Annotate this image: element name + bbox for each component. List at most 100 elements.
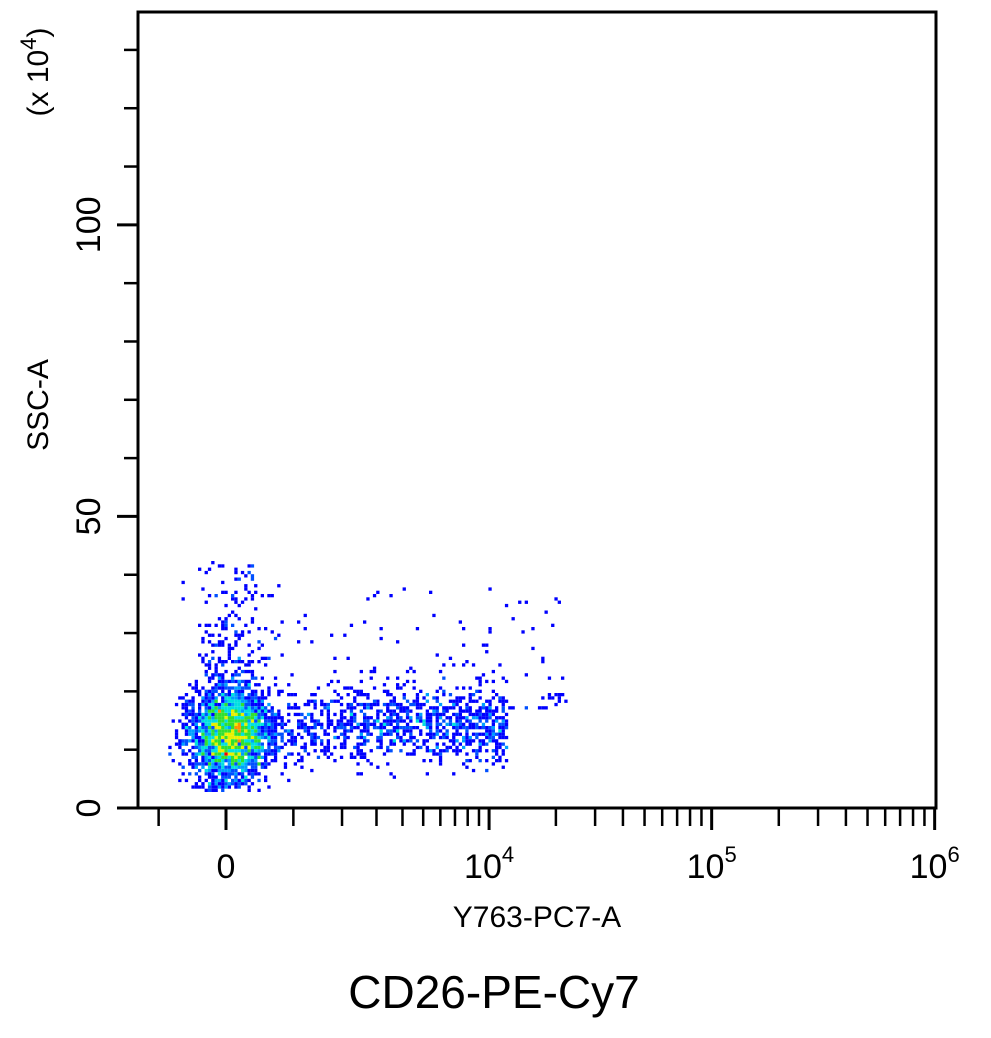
density-cell — [524, 706, 528, 710]
density-cell — [211, 706, 215, 710]
density-cell — [336, 719, 340, 723]
density-cell — [498, 755, 502, 759]
density-cell — [260, 735, 264, 740]
density-cell — [303, 702, 307, 707]
density-cell — [280, 722, 284, 726]
density-cell — [264, 716, 268, 720]
density-cell — [227, 762, 231, 766]
density-cell — [429, 749, 433, 753]
density-cell — [240, 778, 245, 783]
density-cell — [339, 745, 344, 750]
density-cell — [293, 706, 297, 710]
density-cell — [554, 702, 558, 707]
density-cell — [194, 712, 198, 717]
density-cell — [214, 729, 218, 733]
density-cell — [207, 729, 212, 733]
density-cell — [455, 749, 459, 753]
density-cell — [260, 709, 264, 713]
density-cell — [204, 762, 208, 766]
density-cell — [201, 702, 205, 707]
density-cell — [214, 712, 218, 717]
density-cell — [376, 719, 380, 723]
density-cell — [224, 623, 228, 627]
density-cell — [221, 709, 225, 713]
density-cell — [442, 706, 446, 710]
density-cell — [415, 693, 420, 697]
density-cell — [504, 722, 509, 726]
density-cell — [224, 729, 228, 733]
density-cell — [217, 679, 222, 684]
density-cell — [270, 742, 274, 746]
density-cell — [244, 762, 248, 766]
density-cell — [247, 679, 251, 684]
density-cell — [475, 712, 479, 717]
density-cell — [247, 745, 251, 750]
density-cell — [207, 785, 212, 789]
density-cell — [468, 696, 472, 700]
density-cell — [277, 745, 281, 750]
density-cell — [194, 742, 198, 746]
density-cell — [214, 673, 218, 677]
density-cell — [264, 755, 268, 759]
density-cell — [237, 778, 241, 783]
density-cell — [257, 646, 261, 651]
density-cell — [313, 722, 317, 726]
density-cell — [359, 755, 363, 759]
density-cell — [234, 745, 238, 750]
density-cell — [273, 676, 278, 680]
density-cell — [471, 663, 476, 667]
density-cell — [369, 749, 373, 753]
density-cell — [227, 729, 231, 733]
density-cell — [217, 739, 222, 743]
density-cell — [204, 709, 208, 713]
density-cell — [234, 729, 238, 733]
density-cell — [191, 739, 195, 743]
x-tick-label: 104 — [464, 842, 514, 886]
density-cell — [376, 745, 380, 750]
density-cell — [359, 732, 363, 736]
density-cell — [376, 590, 380, 594]
density-cell — [244, 726, 248, 730]
density-cell — [349, 719, 354, 723]
density-cell — [267, 739, 271, 743]
density-cell — [561, 693, 565, 697]
density-cell — [244, 768, 248, 773]
density-cell — [491, 735, 495, 740]
density-cell — [402, 696, 406, 700]
density-cell — [313, 693, 317, 697]
density-cell — [462, 627, 466, 631]
density-cell — [194, 739, 198, 743]
density-cell — [306, 712, 311, 717]
density-cell — [264, 749, 268, 753]
density-cell — [204, 749, 208, 753]
density-cell — [468, 699, 472, 703]
density-cell — [211, 719, 215, 723]
density-cell — [339, 742, 344, 746]
density-cell — [267, 722, 271, 726]
density-cell — [234, 742, 238, 746]
density-cell — [458, 726, 462, 730]
density-cell — [541, 696, 545, 700]
density-cell — [475, 689, 479, 693]
density-cell — [184, 729, 189, 733]
density-cell — [237, 699, 241, 703]
density-cell — [211, 676, 215, 680]
density-cell — [320, 702, 324, 707]
density-cell — [481, 742, 486, 746]
density-cell — [247, 630, 251, 634]
density-cell — [359, 702, 363, 707]
density-cell — [244, 699, 248, 703]
density-cell — [382, 683, 387, 687]
density-cell — [343, 709, 347, 713]
density-cell — [465, 716, 469, 720]
density-cell — [231, 646, 235, 651]
density-cell — [313, 742, 317, 746]
density-cell — [448, 699, 453, 703]
density-cell — [211, 785, 215, 789]
density-cell — [214, 782, 218, 786]
density-cell — [237, 772, 241, 776]
density-cell — [485, 726, 489, 730]
density-cell — [211, 726, 215, 730]
density-cell — [435, 719, 439, 723]
density-cell — [491, 729, 495, 733]
